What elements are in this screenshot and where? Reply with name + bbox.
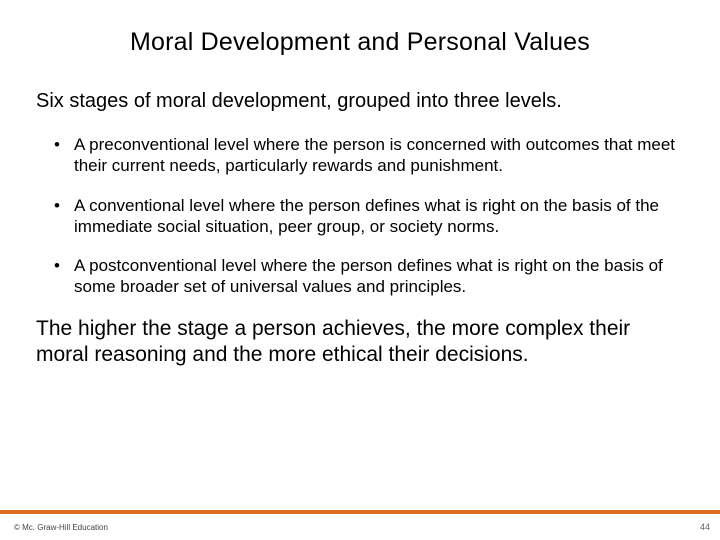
- list-item: A conventional level where the person de…: [54, 195, 684, 238]
- slide: Moral Development and Personal Values Si…: [0, 0, 720, 540]
- closing-text: The higher the stage a person achieves, …: [36, 316, 684, 370]
- bullet-list: A preconventional level where the person…: [36, 134, 684, 298]
- list-item: A postconventional level where the perso…: [54, 255, 684, 298]
- copyright-text: © Mc. Graw-Hill Education: [14, 523, 108, 532]
- page-number: 44: [700, 522, 710, 532]
- intro-text: Six stages of moral development, grouped…: [36, 89, 684, 114]
- footer-accent-bar: [0, 510, 720, 514]
- slide-title: Moral Development and Personal Values: [36, 28, 684, 57]
- list-item: A preconventional level where the person…: [54, 134, 684, 177]
